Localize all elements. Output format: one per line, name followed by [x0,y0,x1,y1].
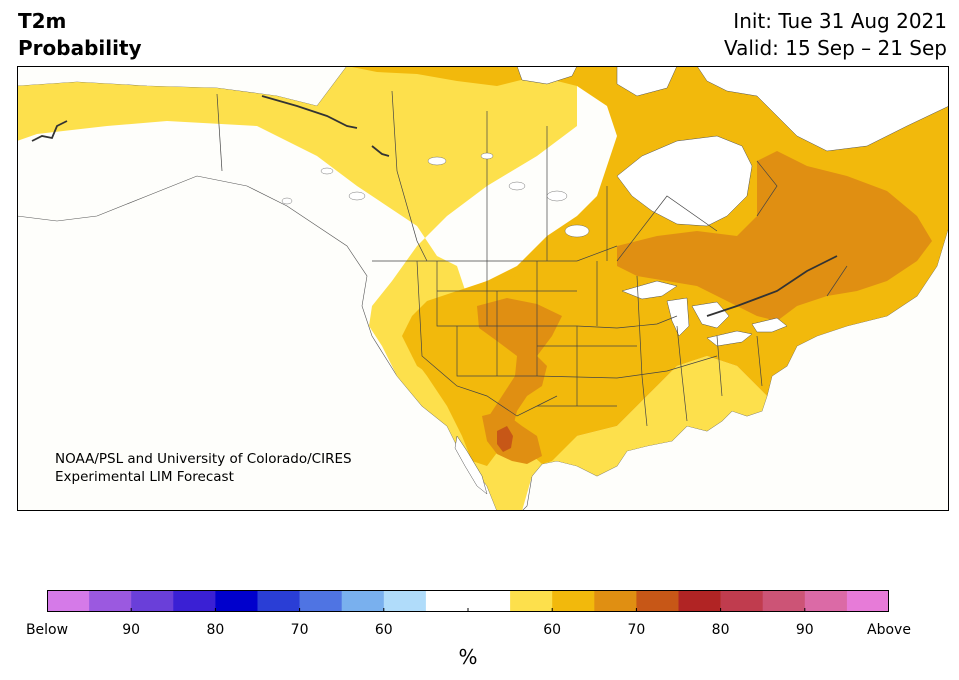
colorbar [47,590,889,612]
colorbar-tick-label: 90 [122,622,141,638]
colorbar-swatch [846,590,889,612]
colorbar-swatch [510,590,553,612]
credit-text: NOAA/PSL and University of Colorado/CIRE… [55,450,352,486]
colorbar-swatch [89,590,132,612]
shade-75 [497,426,513,452]
shade-60 [17,66,767,511]
forecast-dates: Init: Tue 31 Aug 2021 Valid: 15 Sep – 21… [724,8,947,62]
colorbar-swatch [299,590,342,612]
variable-label: T2m [18,9,67,33]
colorbar-swatch [804,590,848,612]
border-lines [216,90,848,427]
arctic-channel [516,66,678,97]
product-label: Probability [18,36,142,60]
colorbar-tick-label: 90 [795,622,814,638]
colorbar-unit: % [458,645,478,669]
colorbar-tick-label: Above [867,622,911,638]
colorbar-swatch [720,590,763,612]
colorbar-swatch [762,590,806,612]
shade-70-east [617,151,932,321]
colorbar-swatch [425,590,469,612]
colorbar-tick-label: Below [25,622,69,638]
small-lakes [281,152,590,238]
gulf-of-california [454,435,488,495]
colorbar-tick-label: 70 [627,622,646,638]
probability-map [17,66,949,511]
hudson-bay [616,135,753,227]
colorbar-swatch [215,590,258,612]
colorbar-swatch [636,590,679,612]
colorbar-tick-label: 70 [290,622,309,638]
colorbar-swatch [131,590,174,612]
shade-70-central [477,298,562,446]
credit-line-1: NOAA/PSL and University of Colorado/CIRE… [55,451,352,467]
colorbar-tick-label: 60 [374,622,393,638]
colorbar-swatch [173,590,216,612]
colorbar-swatch [341,590,385,612]
colorbar-swatch [383,590,427,612]
colorbar-swatch [594,590,637,612]
colorbar-swatch [552,590,595,612]
river-lines [31,95,838,317]
credit-line-2: Experimental LIM Forecast [55,469,234,485]
colorbar-tick-label: 80 [711,622,730,638]
colorbar-swatch [678,590,721,612]
init-date: Init: Tue 31 Aug 2021 [733,9,947,33]
colorbar-swatch [257,590,300,612]
colorbar-tick-label: 60 [543,622,562,638]
great-lakes [621,280,788,347]
colorbar-tick-label: 80 [206,622,225,638]
colorbar-swatch [47,590,90,612]
colorbar-swatch [468,590,511,612]
map-title: T2m Probability [18,8,142,62]
valid-date: Valid: 15 Sep – 21 Sep [723,36,947,60]
arctic-water [696,66,949,152]
map-frame [17,66,949,511]
